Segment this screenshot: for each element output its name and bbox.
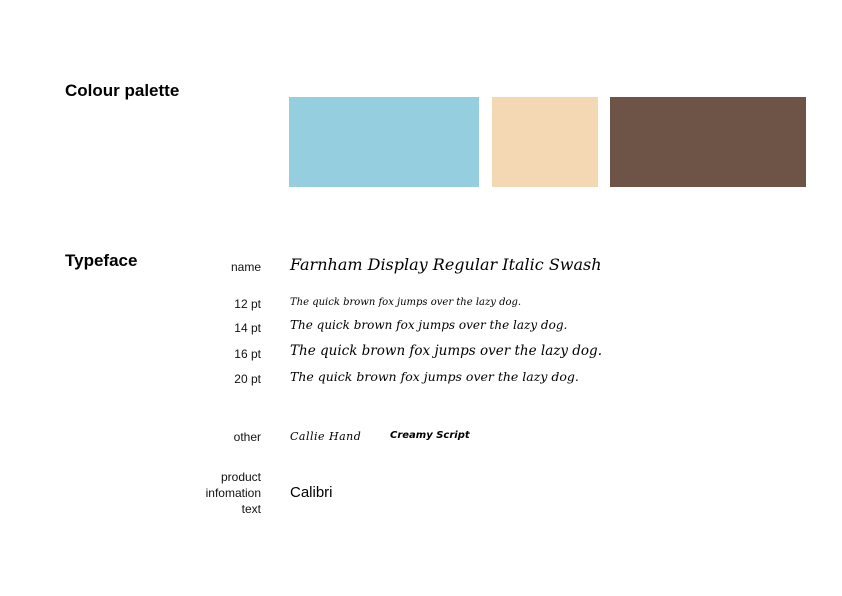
product-label-line-3: text xyxy=(241,502,261,516)
sample-20pt: The quick brown fox jumps over the lazy … xyxy=(290,369,579,384)
size-label-14: 14 pt xyxy=(234,321,261,335)
product-label-line-2: infomation xyxy=(205,486,261,500)
sample-12pt: The quick brown fox jumps over the lazy … xyxy=(290,297,522,308)
swatch-brown xyxy=(610,97,806,187)
other-label: other xyxy=(233,430,261,444)
font-name: Farnham Display Regular Italic Swash xyxy=(290,255,602,274)
size-label-20: 20 pt xyxy=(234,372,261,386)
name-label: name xyxy=(230,260,261,274)
product-info-label: product infomation text xyxy=(206,469,261,517)
colour-palette-title: Colour palette xyxy=(65,81,180,100)
typeface-title: Typeface xyxy=(65,251,138,270)
swatch-peach xyxy=(492,97,598,187)
sample-14pt: The quick brown fox jumps over the lazy … xyxy=(290,318,568,332)
product-label-line-1: product xyxy=(220,470,261,484)
sample-16pt: The quick brown fox jumps over the lazy … xyxy=(290,343,602,359)
swatch-light-blue xyxy=(289,97,479,187)
product-font: Calibri xyxy=(290,484,333,501)
other-font-creamy-script: Creamy Script xyxy=(390,430,470,441)
other-font-callie-hand: Callie Hand xyxy=(290,430,362,443)
size-label-12: 12 pt xyxy=(234,297,261,311)
size-label-16: 16 pt xyxy=(234,347,261,361)
